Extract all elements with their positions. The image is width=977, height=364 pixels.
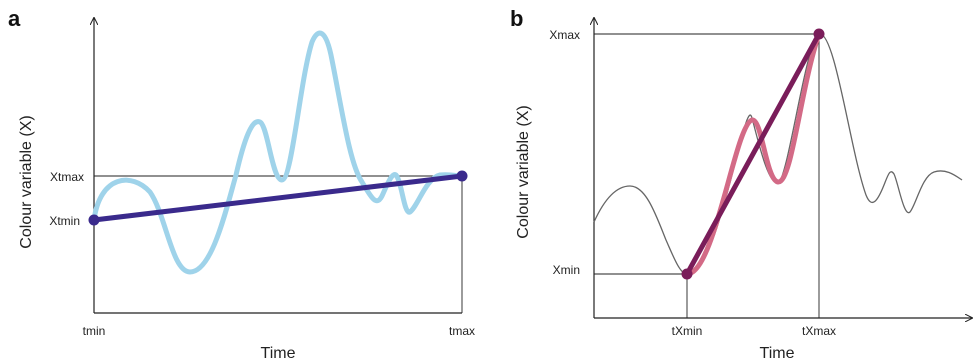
panel-b-max-point	[813, 28, 825, 40]
panel-a-start-point	[88, 214, 100, 226]
panel-b: b Xmax Xmin tXmin tXmax Time Colour vari…	[510, 6, 972, 362]
panel-a-y-axis-title: Colour variable (X)	[18, 115, 35, 248]
panel-a: a Xtmax Xtmin tmin tmax Time Colour vari…	[8, 6, 475, 362]
panel-a-letter: a	[8, 6, 21, 31]
panel-a-tmin-label: tmin	[83, 324, 106, 338]
panel-b-txmin-label: tXmin	[672, 324, 703, 338]
panel-a-series-curve	[91, 30, 465, 275]
panel-b-txmax-label: tXmax	[802, 324, 836, 338]
panel-b-letter: b	[510, 6, 523, 31]
panel-b-xmax-label: Xmax	[549, 28, 580, 42]
panel-b-y-axis-title: Colour variable (X)	[515, 105, 532, 238]
panel-b-xmin-label: Xmin	[553, 263, 580, 277]
panel-a-x-axis-title: Time	[261, 345, 296, 362]
panel-b-series-curve	[593, 33, 963, 275]
panel-a-xtmin-label: Xtmin	[49, 214, 80, 228]
panel-a-end-point	[456, 170, 468, 182]
panel-a-tmax-label: tmax	[449, 324, 475, 338]
panel-a-trend-line	[91, 173, 465, 223]
panel-b-min-point	[681, 268, 693, 280]
panel-b-x-axis-title: Time	[760, 345, 795, 362]
panel-a-xtmax-label: Xtmax	[50, 170, 84, 184]
panel-b-trend-line	[684, 31, 822, 277]
